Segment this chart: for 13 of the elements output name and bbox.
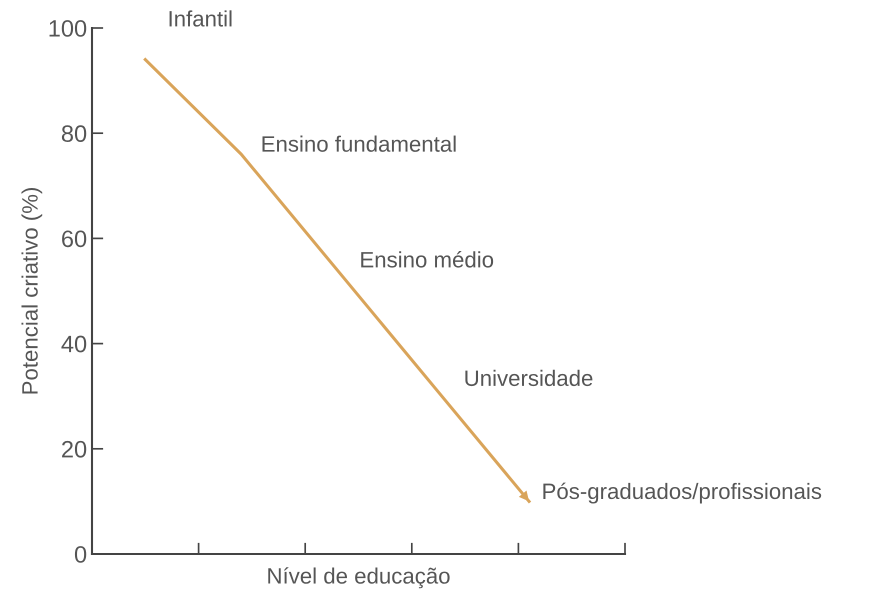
y-tick-label: 20 xyxy=(62,440,86,458)
y-tick-label: 0 xyxy=(74,546,86,563)
annotation: Universidade xyxy=(465,370,592,386)
annotation: Ensino médio xyxy=(361,251,494,268)
annotation: Ensino fundamental xyxy=(262,136,456,152)
x-axis-title: Nível de educação xyxy=(268,567,450,588)
y-tick-label: 40 xyxy=(61,336,86,352)
text: Infantil xyxy=(170,10,232,27)
y-axis-title: Potencial criativo (%) xyxy=(21,188,42,394)
y-tick-label: 80 xyxy=(62,125,86,142)
y-tick-label: 100 xyxy=(50,20,86,37)
y-tick-label: 60 xyxy=(62,230,86,248)
annotation: Pós-graduados/profissionais xyxy=(543,482,822,504)
